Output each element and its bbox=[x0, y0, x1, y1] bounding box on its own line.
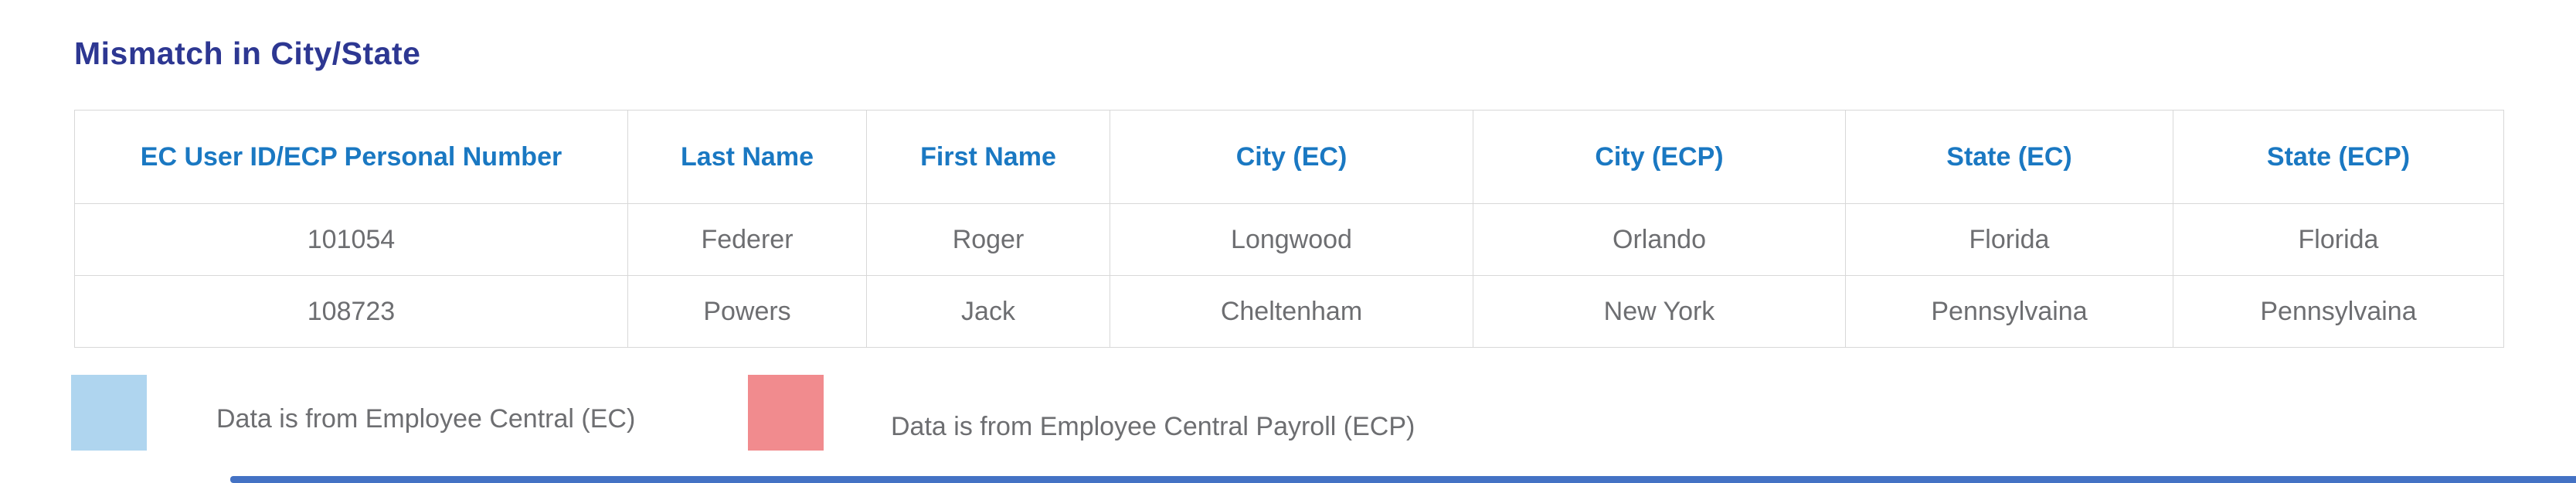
table-row: 108723 Powers Jack Cheltenham New York P… bbox=[74, 275, 2504, 348]
column-header-state-ecp: State (ECP) bbox=[2173, 110, 2504, 204]
column-header-city-ecp: City (ECP) bbox=[1473, 110, 1846, 204]
horizontal-scrollbar[interactable] bbox=[230, 476, 2576, 483]
cell-city-ecp: Orlando bbox=[1473, 203, 1846, 276]
cell-ec-user-id: 101054 bbox=[74, 203, 628, 276]
legend-label-ecp: Data is from Employee Central Payroll (E… bbox=[891, 412, 1415, 441]
cell-city-ec: Longwood bbox=[1110, 203, 1473, 276]
column-header-state-ec: State (EC) bbox=[1845, 110, 2173, 204]
column-header-first-name: First Name bbox=[866, 110, 1110, 204]
ecp-pink-swatch bbox=[748, 375, 824, 451]
cell-first-name: Roger bbox=[866, 203, 1110, 276]
cell-first-name: Jack bbox=[866, 275, 1110, 348]
cell-state-ec: Florida bbox=[1845, 203, 2173, 276]
cell-last-name: Powers bbox=[627, 275, 867, 348]
mismatch-table: EC User ID/ECP Personal Number Last Name… bbox=[74, 110, 2504, 348]
page-title: Mismatch in City/State bbox=[74, 36, 421, 71]
cell-city-ecp: New York bbox=[1473, 275, 1846, 348]
cell-last-name: Federer bbox=[627, 203, 867, 276]
cell-city-ec: Cheltenham bbox=[1110, 275, 1473, 348]
table-header-row: EC User ID/ECP Personal Number Last Name… bbox=[74, 110, 2504, 204]
column-header-ec-user-id: EC User ID/ECP Personal Number bbox=[74, 110, 628, 204]
column-header-city-ec: City (EC) bbox=[1110, 110, 1473, 204]
cell-state-ecp: Florida bbox=[2173, 203, 2504, 276]
ec-blue-swatch bbox=[71, 375, 147, 451]
table-row: 101054 Federer Roger Longwood Orlando Fl… bbox=[74, 203, 2504, 276]
cell-state-ecp: Pennsylvaina bbox=[2173, 275, 2504, 348]
cell-ec-user-id: 108723 bbox=[74, 275, 628, 348]
cell-state-ec: Pennsylvaina bbox=[1845, 275, 2173, 348]
legend-label-ec: Data is from Employee Central (EC) bbox=[216, 404, 636, 434]
legend: Data is from Employee Central (EC) Data … bbox=[71, 375, 2389, 452]
column-header-last-name: Last Name bbox=[627, 110, 867, 204]
